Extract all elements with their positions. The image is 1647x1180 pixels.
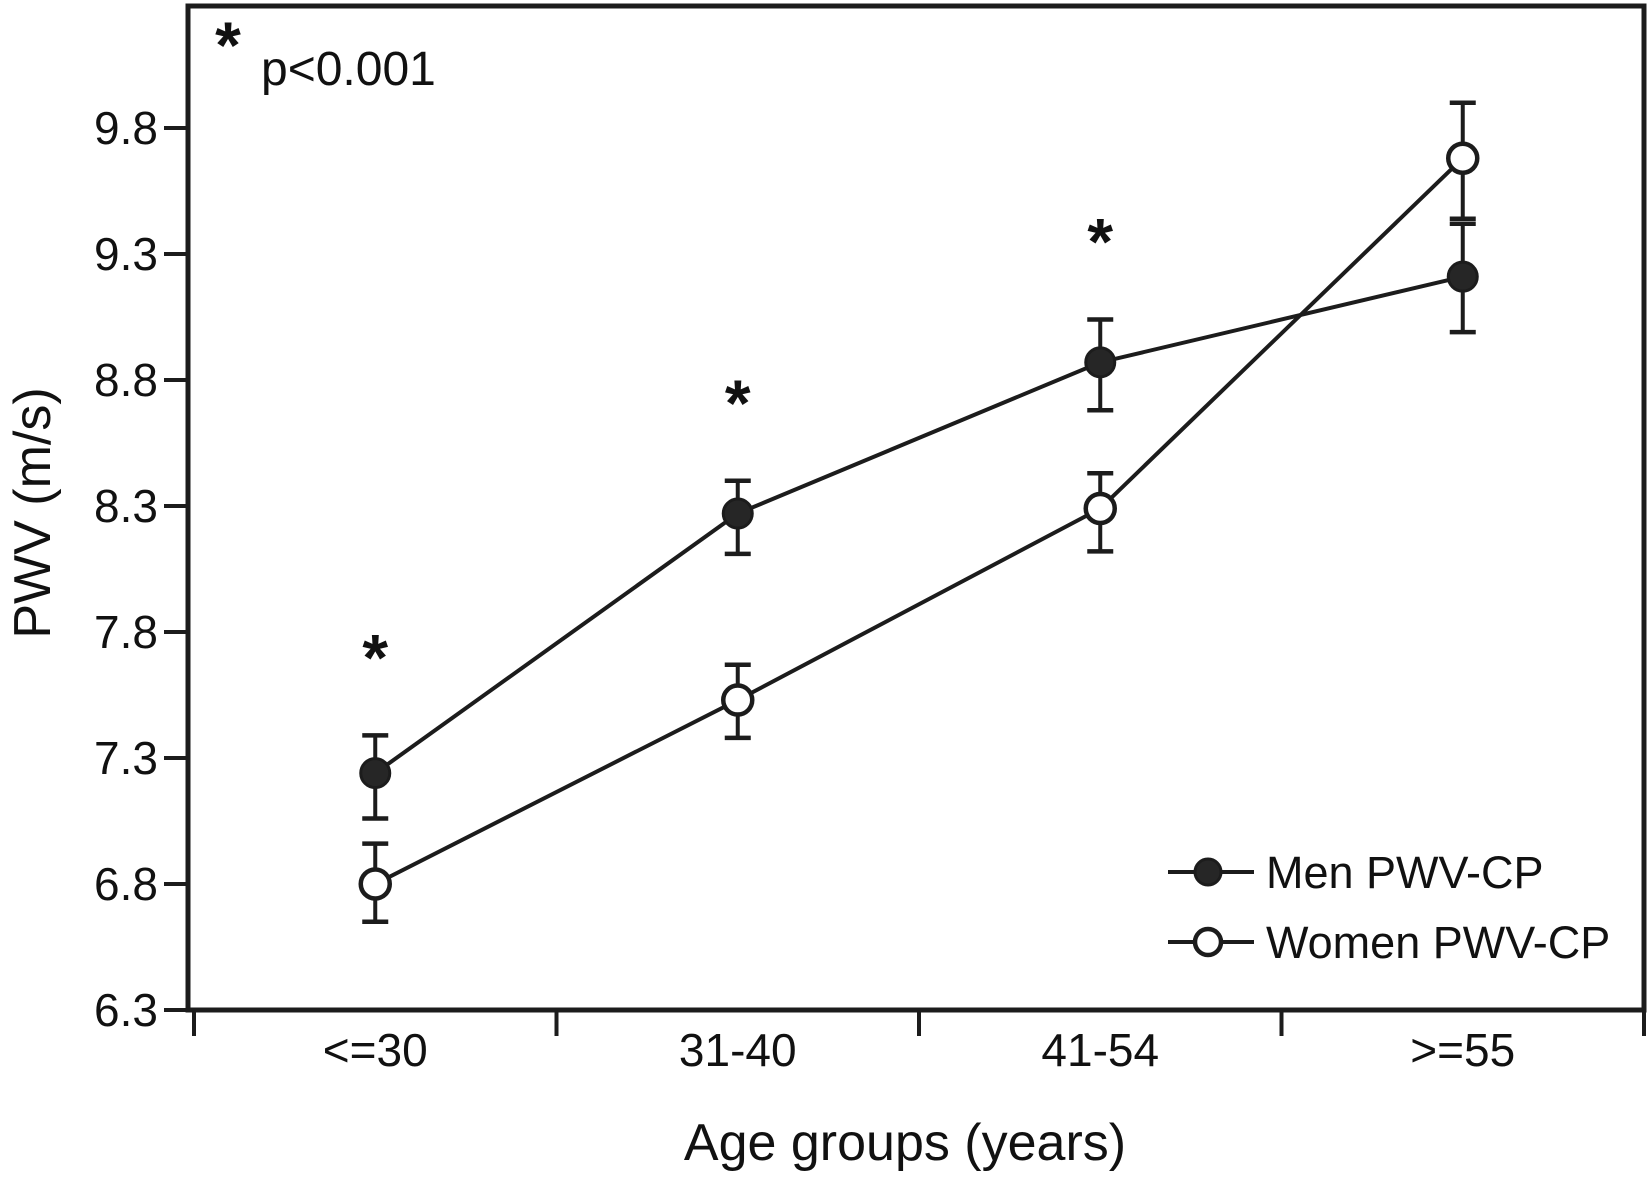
- series-line-women-pwv-cp: [374, 156, 1465, 886]
- legend-label-0: Men PWV-CP: [1266, 847, 1544, 898]
- x-axis-tick-label: <=30: [323, 1024, 428, 1076]
- x-axis-tick-label: 41-54: [1041, 1024, 1159, 1076]
- data-point-men-pwv-cp-1: [721, 497, 754, 530]
- x-axis-tick-label: >=55: [1410, 1024, 1515, 1076]
- data-point-women-pwv-cp-1: [721, 683, 755, 717]
- y-axis-tick-label: 9.3: [94, 228, 158, 280]
- x-axis-tick-label: 31-40: [679, 1024, 797, 1076]
- y-axis-title: PWV (m/s): [4, 387, 62, 638]
- y-axis-tick-label: 8.8: [94, 354, 158, 406]
- significance-asterisk-1: *: [725, 366, 751, 440]
- annotation-text: p<0.001: [261, 43, 436, 96]
- y-axis-tick-label: 8.3: [94, 480, 158, 532]
- series-line-men-pwv-cp: [374, 274, 1464, 775]
- y-axis-tick-label: 6.3: [94, 984, 158, 1036]
- data-point-women-pwv-cp-3: [1446, 141, 1480, 175]
- plot-border: [185, 3, 1647, 1013]
- y-axis-tick-label: 9.8: [94, 102, 158, 154]
- x-axis-title: Age groups (years): [684, 1114, 1126, 1172]
- significance-asterisk-2: *: [1087, 205, 1113, 279]
- legend-label-1: Women PWV-CP: [1266, 917, 1610, 968]
- y-axis-tick-label: 7.3: [94, 732, 158, 784]
- legend-marker-open-circle: [1192, 926, 1224, 958]
- legend-marker-filled-circle: [1193, 857, 1223, 887]
- annotation-asterisk: *: [215, 8, 241, 82]
- data-point-men-pwv-cp-3: [1446, 260, 1479, 293]
- data-point-men-pwv-cp-0: [359, 757, 392, 790]
- data-point-women-pwv-cp-0: [358, 867, 392, 901]
- data-point-men-pwv-cp-2: [1084, 346, 1117, 379]
- data-point-women-pwv-cp-2: [1083, 491, 1117, 526]
- y-axis-tick-label: 7.8: [94, 606, 158, 658]
- significance-asterisk-0: *: [362, 620, 388, 694]
- y-axis-tick-label: 6.8: [94, 858, 158, 910]
